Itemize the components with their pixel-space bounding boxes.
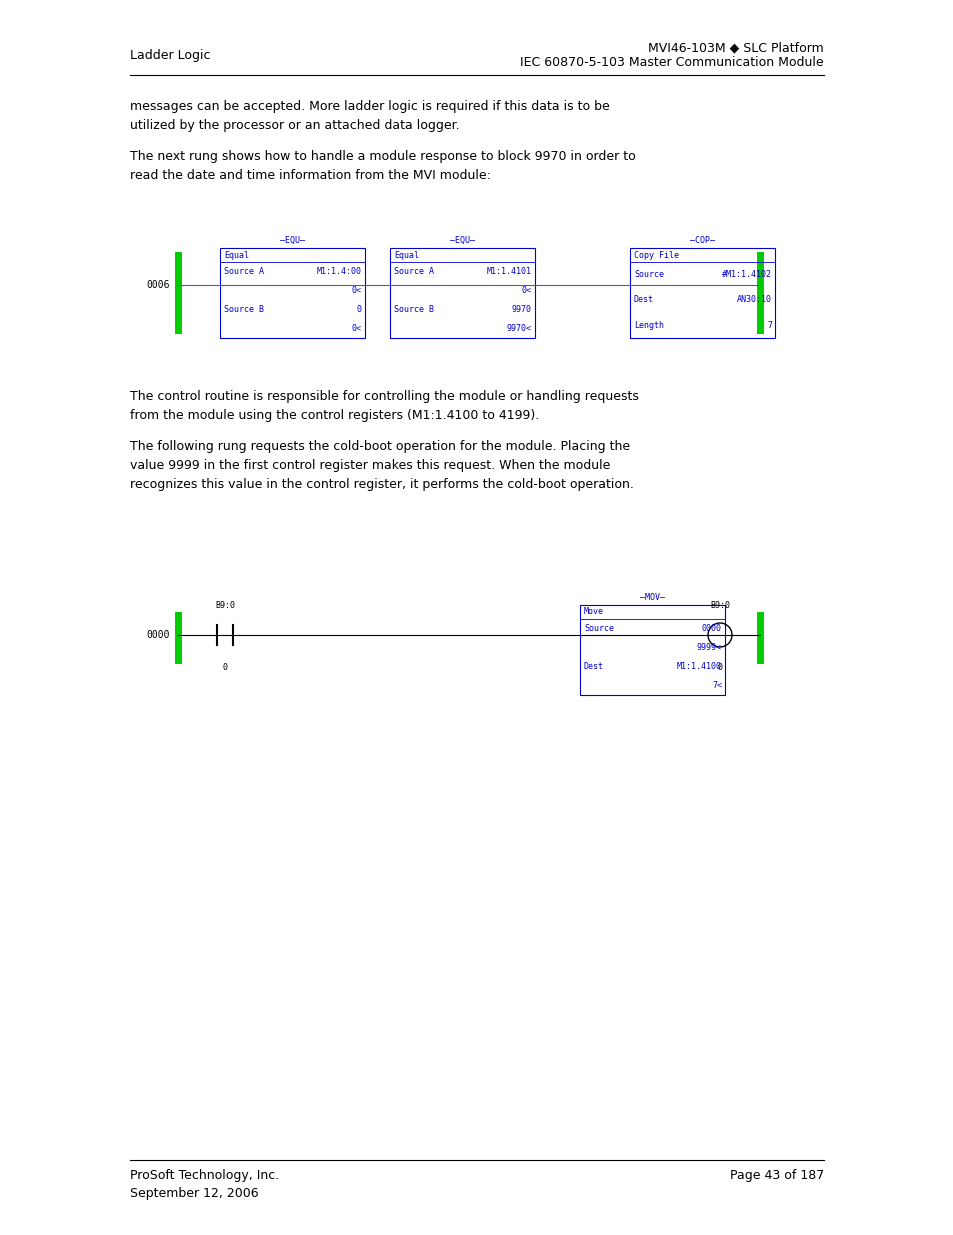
Text: Length: Length	[634, 321, 663, 330]
Text: —EQU—: —EQU—	[450, 236, 475, 245]
Text: The next rung shows how to handle a module response to block 9970 in order to
re: The next rung shows how to handle a modu…	[130, 149, 635, 182]
Text: Source: Source	[583, 624, 614, 634]
Text: M1:1.4:00: M1:1.4:00	[316, 267, 361, 275]
Text: IEC 60870-5-103 Master Communication Module: IEC 60870-5-103 Master Communication Mod…	[519, 57, 823, 69]
Text: 0: 0	[222, 663, 227, 672]
Text: AN30:10: AN30:10	[737, 295, 771, 305]
Text: —MOV—: —MOV—	[639, 593, 664, 601]
Bar	[390, 248, 535, 338]
Text: —COP—: —COP—	[689, 236, 714, 245]
Text: B9:0: B9:0	[214, 601, 234, 610]
Bar	[220, 248, 365, 338]
Text: The control routine is responsible for controlling the module or handling reques: The control routine is responsible for c…	[130, 390, 639, 422]
Text: Dest: Dest	[634, 295, 654, 305]
Text: 9970: 9970	[512, 305, 532, 314]
Text: 0<: 0<	[352, 287, 361, 295]
Text: MVI46-103M ◆ SLC Platform: MVI46-103M ◆ SLC Platform	[648, 42, 823, 54]
Text: 0<: 0<	[352, 324, 361, 333]
Text: 0000: 0000	[147, 630, 170, 640]
Text: 0006: 0006	[147, 280, 170, 290]
Text: 9970<: 9970<	[506, 324, 532, 333]
Text: Equal: Equal	[224, 251, 249, 259]
Text: Dest: Dest	[583, 662, 603, 671]
Text: messages can be accepted. More ladder logic is required if this data is to be
ut: messages can be accepted. More ladder lo…	[130, 100, 609, 132]
Text: Page 43 of 187: Page 43 of 187	[729, 1168, 823, 1182]
Text: M1:1.4100: M1:1.4100	[677, 662, 721, 671]
Text: Ladder Logic: Ladder Logic	[130, 48, 211, 62]
Text: 0: 0	[717, 663, 721, 672]
Text: 7: 7	[766, 321, 771, 330]
Text: Move: Move	[583, 608, 603, 616]
Text: 7<: 7<	[711, 680, 721, 690]
Text: Source A: Source A	[394, 267, 434, 275]
Text: Source A: Source A	[224, 267, 264, 275]
Text: Source B: Source B	[224, 305, 264, 314]
Text: —EQU—: —EQU—	[280, 236, 305, 245]
Text: ProSoft Technology, Inc.: ProSoft Technology, Inc.	[130, 1168, 279, 1182]
Text: 0000: 0000	[701, 624, 721, 634]
Text: Source: Source	[634, 270, 663, 279]
Text: 9999<: 9999<	[697, 643, 721, 652]
Text: #M1:1.4102: #M1:1.4102	[721, 270, 771, 279]
Text: M1:1.4101: M1:1.4101	[486, 267, 532, 275]
Text: 0<: 0<	[521, 287, 532, 295]
Text: B9:0: B9:0	[709, 601, 729, 610]
Text: 0: 0	[356, 305, 361, 314]
Bar	[629, 248, 774, 338]
Text: Source B: Source B	[394, 305, 434, 314]
Bar	[579, 605, 724, 695]
Text: September 12, 2006: September 12, 2006	[130, 1187, 258, 1199]
Text: Copy File: Copy File	[634, 251, 679, 259]
Text: The following rung requests the cold-boot operation for the module. Placing the
: The following rung requests the cold-boo…	[130, 440, 633, 492]
Text: Equal: Equal	[394, 251, 418, 259]
